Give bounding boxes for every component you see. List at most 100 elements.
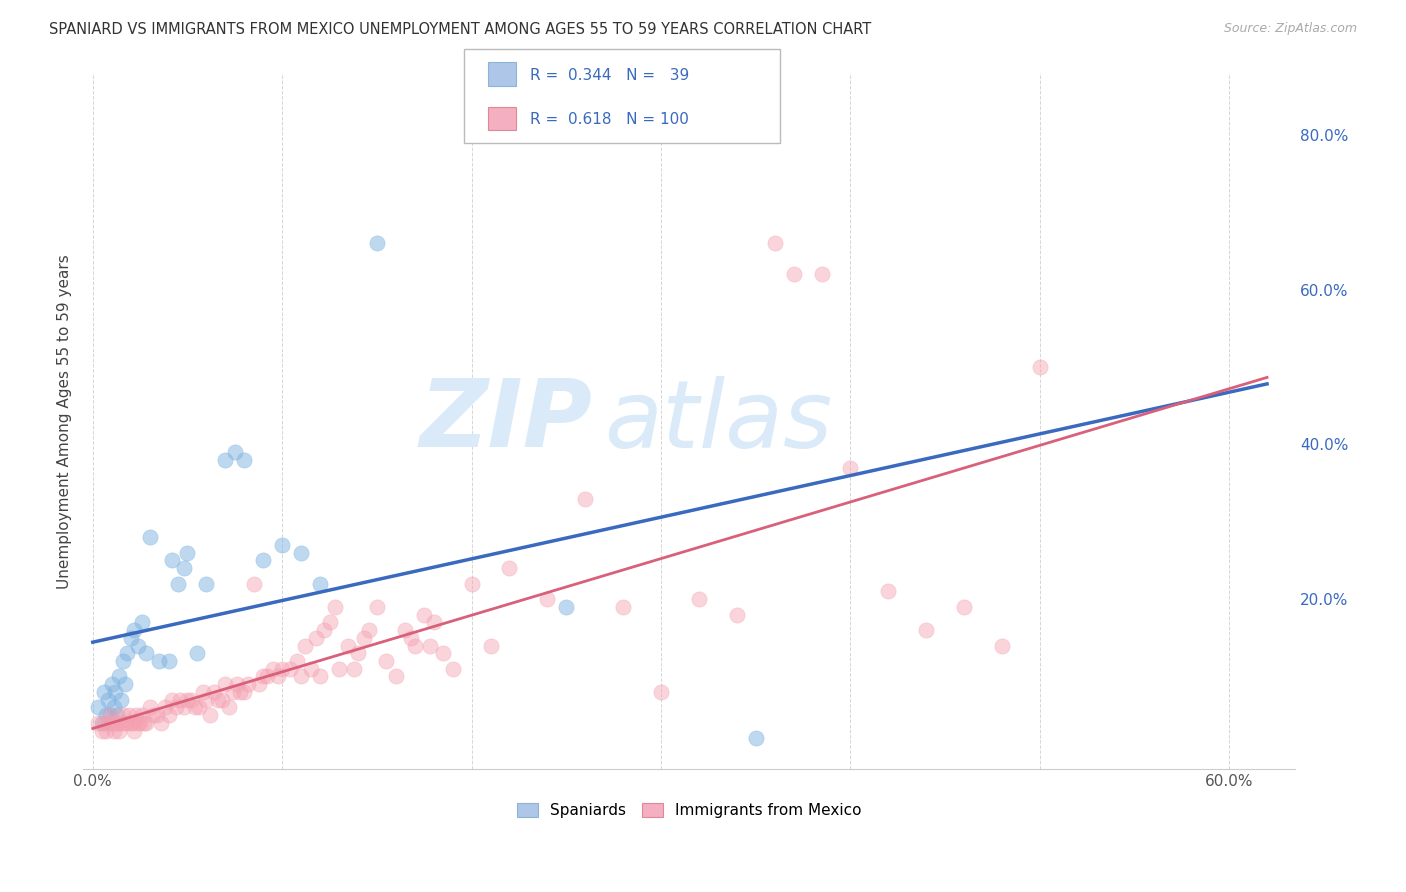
Point [124, 723, 146, 738]
Point [309, 576, 332, 591]
Point [105, 708, 128, 723]
Point [318, 615, 340, 630]
Point [278, 662, 301, 676]
Point [187, 700, 209, 714]
Point [124, 623, 146, 637]
Point [207, 692, 229, 706]
Point [725, 607, 748, 622]
Point [127, 639, 149, 653]
Point [252, 669, 274, 683]
Point [202, 685, 225, 699]
Text: R =  0.618   N = 100: R = 0.618 N = 100 [530, 112, 689, 128]
Point [214, 677, 236, 691]
Point [165, 700, 187, 714]
Point [146, 708, 169, 723]
Point [299, 662, 322, 676]
Text: SPANIARD VS IMMIGRANTS FROM MEXICO UNEMPLOYMENT AMONG AGES 55 TO 59 YEARS CORREL: SPANIARD VS IMMIGRANTS FROM MEXICO UNEMP… [49, 22, 872, 37]
Point [98, 708, 121, 723]
Point [290, 669, 312, 683]
Point [242, 576, 264, 591]
Point [98, 708, 121, 723]
Point [176, 692, 198, 706]
Point [498, 561, 520, 575]
Point [419, 639, 441, 653]
Point [574, 491, 596, 506]
Point [479, 639, 502, 653]
Point [184, 700, 207, 714]
Point [290, 546, 312, 560]
Point [169, 692, 191, 706]
Point [536, 592, 558, 607]
Point [233, 685, 256, 699]
Point [285, 654, 308, 668]
Point [149, 715, 172, 730]
Point [612, 599, 634, 614]
Point [135, 646, 157, 660]
Point [225, 677, 247, 691]
Point [91, 723, 114, 738]
Point [114, 677, 136, 691]
Point [103, 723, 125, 738]
Text: Source: ZipAtlas.com: Source: ZipAtlas.com [1223, 22, 1357, 36]
Point [744, 731, 766, 746]
Point [157, 708, 180, 723]
Point [120, 715, 142, 730]
Point [271, 538, 294, 552]
Point [343, 662, 366, 676]
Point [399, 631, 422, 645]
Point [222, 685, 245, 699]
Point [162, 692, 184, 706]
Point [94, 723, 117, 738]
Point [118, 708, 141, 723]
Point [195, 692, 218, 706]
Point [229, 685, 252, 699]
Point [135, 715, 157, 730]
Point [167, 576, 190, 591]
Point [328, 662, 350, 676]
Point [94, 708, 117, 723]
Point [353, 631, 375, 645]
Point [131, 615, 153, 630]
Point [114, 715, 136, 730]
Point [394, 623, 416, 637]
Point [323, 599, 346, 614]
Point [404, 639, 426, 653]
Y-axis label: Unemployment Among Ages 55 to 59 years: Unemployment Among Ages 55 to 59 years [58, 253, 72, 589]
Point [441, 662, 464, 676]
Point [104, 685, 127, 699]
Point [366, 599, 388, 614]
Point [112, 708, 135, 723]
Point [127, 715, 149, 730]
Point [110, 692, 132, 706]
Point [157, 654, 180, 668]
Point [413, 607, 436, 622]
Text: R =  0.344   N =   39: R = 0.344 N = 39 [530, 69, 689, 83]
Point [108, 723, 131, 738]
Point [312, 623, 335, 637]
Point [191, 685, 214, 699]
Point [224, 445, 246, 459]
Point [877, 584, 900, 599]
Point [142, 708, 165, 723]
Point [131, 708, 153, 723]
Point [198, 708, 221, 723]
Legend: Spaniards, Immigrants from Mexico: Spaniards, Immigrants from Mexico [510, 797, 868, 824]
Point [120, 631, 142, 645]
Point [125, 708, 148, 723]
Point [1029, 359, 1052, 374]
Point [108, 669, 131, 683]
Point [104, 715, 127, 730]
Point [915, 623, 938, 637]
Point [176, 546, 198, 560]
Point [100, 677, 122, 691]
Point [87, 700, 110, 714]
Point [256, 669, 278, 683]
Point [87, 715, 110, 730]
Point [115, 715, 138, 730]
Point [422, 615, 444, 630]
Point [359, 623, 381, 637]
Point [953, 599, 976, 614]
Point [186, 646, 208, 660]
Point [110, 715, 132, 730]
Point [555, 599, 578, 614]
